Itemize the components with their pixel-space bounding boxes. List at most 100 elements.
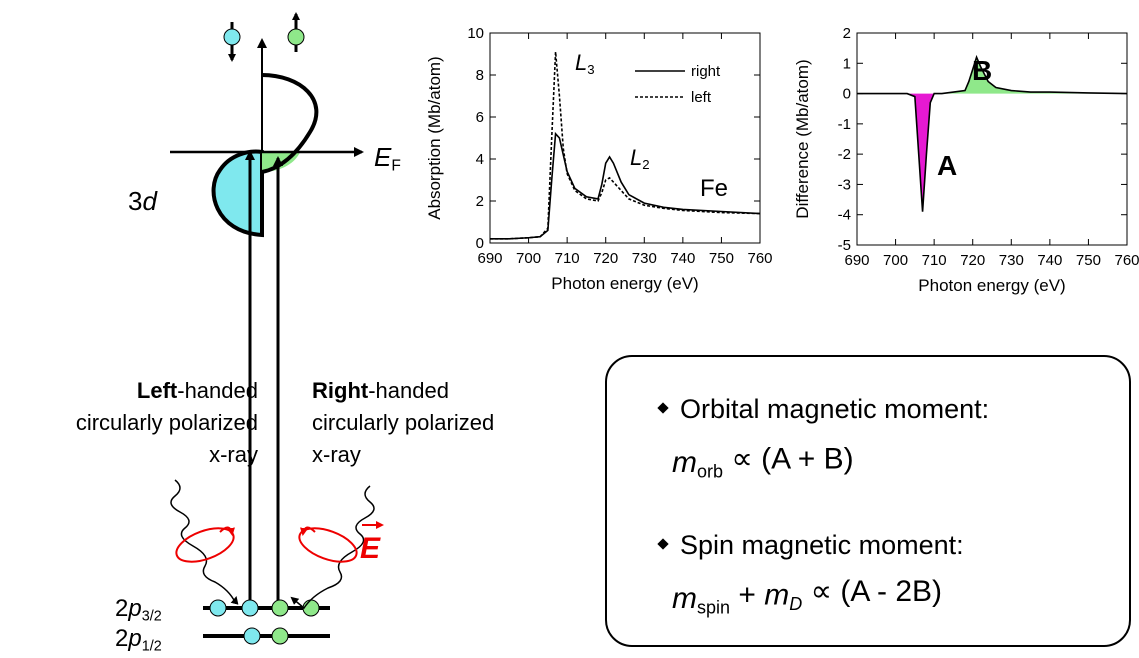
text-part: Fe [700,175,728,202]
polarization-label: Right-handed [312,378,449,403]
y-tick-label: -2 [838,146,851,163]
electron [209,599,227,617]
y-tick-label: 0 [843,86,851,103]
text-part: B [972,55,992,86]
electron [241,599,259,617]
x-tick-label: 730 [632,250,657,267]
polarization-label: Left-handed [137,378,258,403]
summary-heading: Spin magnetic moment: [680,530,964,560]
text-part: 2 [642,157,649,172]
orbital-label: 3d [128,186,158,216]
text-part: F [391,158,401,175]
bullet [657,538,669,550]
text-part: spin [697,597,730,617]
y-axis-label: Absorption (Mb/atom) [425,56,444,219]
bullet [657,402,669,414]
text-part: 3/2 [142,608,162,624]
legend-label: right [691,63,721,80]
text-part: p [127,595,141,622]
text-part: 2 [115,595,128,622]
y-tick-label: 2 [476,193,484,210]
electron [302,599,320,617]
text-part: d [142,186,158,216]
text-part: p [127,625,141,652]
annotation: A [937,150,957,181]
label-rest: -handed [177,378,258,403]
text-part: m [672,582,697,615]
annotation: L3 [575,50,595,77]
spin-up-electron [287,28,305,46]
x-tick-label: 690 [477,250,502,267]
y-tick-label: 1 [843,55,851,72]
summary-formula: mspin + mD ∝ (A - 2B) [672,575,942,618]
series-line [490,131,761,240]
electron [271,599,289,617]
x-tick-label: 750 [709,250,734,267]
negative-area [907,93,935,212]
y-tick-label: -4 [838,207,851,224]
x-tick-label: 690 [844,252,869,269]
y-tick-label: -3 [838,176,851,193]
x-tick-label: 760 [747,250,772,267]
text-part: ∝ (A + B) [723,442,854,475]
plot-frame [489,32,761,244]
polarization-label: circularly polarized [76,410,258,435]
annotation: B [972,55,992,86]
y-tick-label: 10 [467,25,484,42]
annotation: Fe [700,175,728,202]
text-part: E [374,142,392,172]
fermi-label: EF [374,142,401,175]
x-tick-label: 700 [516,250,541,267]
summary-formula: morb ∝ (A + B) [672,442,854,481]
x-ray-wave [290,485,375,610]
x-tick-label: 710 [555,250,580,267]
y-tick-label: -5 [838,237,851,254]
x-tick-label: 710 [922,252,947,269]
text-part: 1/2 [142,638,162,654]
y-tick-label: 6 [476,109,484,126]
polarization-label: x-ray [209,442,258,467]
text-part: 3 [128,186,142,216]
occupied-band [211,149,264,238]
spin-down-electron [223,28,241,46]
electron [271,627,289,645]
x-ray-wave [170,479,239,605]
polarization-ellipse [175,527,235,563]
x-tick-label: 700 [883,252,908,269]
field-label: E [360,532,381,565]
text-part: ∝ (A - 2B) [802,575,942,608]
label-rest: -handed [368,378,449,403]
summary-box [605,355,1131,647]
polarization-label: circularly polarized [312,410,494,435]
text-part: 2 [115,625,128,652]
legend-label: left [691,89,712,106]
text-part: 3 [587,62,594,77]
level-label: 2p3/2 [115,595,162,624]
series-line [490,51,761,240]
y-tick-label: -1 [838,116,851,133]
text-part: m [672,446,697,479]
text-part: L [630,145,642,170]
y-tick-label: 2 [843,25,851,42]
x-tick-label: 740 [1037,252,1062,269]
polarization-ellipse [298,527,358,563]
text-part: orb [697,461,723,481]
summary-heading: Orbital magnetic moment: [680,394,989,424]
label-bold: Left [137,378,178,403]
x-axis-label: Photon energy (eV) [918,276,1065,295]
series-line [857,54,1128,212]
text-part: m [764,578,789,611]
text-part: A [937,150,957,181]
x-tick-label: 730 [999,252,1024,269]
text-part: L [575,50,587,75]
energy-diagram [170,12,384,645]
electron [243,627,261,645]
y-tick-label: 4 [476,151,484,168]
polarization-arrow [219,526,235,536]
x-tick-label: 740 [670,250,695,267]
plot-frame [856,32,1128,246]
polarization-arrow [300,526,316,536]
annotation: L2 [630,145,650,172]
polarization-label: x-ray [312,442,361,467]
